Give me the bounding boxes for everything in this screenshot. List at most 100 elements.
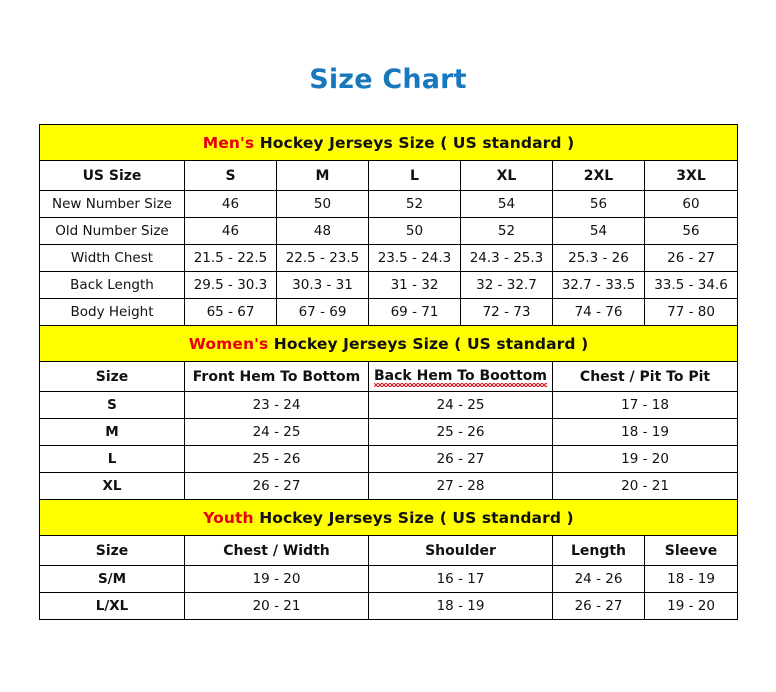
womens-cell-xl-front-hem: 26 - 27: [184, 472, 369, 500]
youth-banner-rest: Hockey Jerseys Size ( US standard ): [253, 508, 574, 527]
youth-row-label-lxl: L/XL: [39, 592, 185, 620]
womens-cell-l-front-hem: 25 - 26: [184, 445, 369, 473]
womens-header-back-hem-misspelled-text: Back Hem To Boottom: [374, 368, 547, 387]
youth-cell-lxl-chest-width: 20 - 21: [184, 592, 369, 620]
womens-cell-m-back-hem: 25 - 26: [368, 418, 553, 446]
mens-cell-new-number-size-2xl: 56: [552, 190, 645, 218]
womens-row-label-s: S: [39, 391, 185, 419]
mens-header-xl: XL: [460, 160, 553, 191]
womens-cell-m-chest: 18 - 19: [551, 418, 739, 446]
mens-cell-body-height-3xl: 77 - 80: [643, 298, 739, 326]
mens-banner-rest: Hockey Jerseys Size ( US standard ): [254, 133, 575, 152]
size-chart-body: Men's Hockey Jerseys Size ( US standard …: [38, 124, 739, 620]
mens-cell-body-height-2xl: 74 - 76: [552, 298, 645, 326]
mens-row-label-back-length: Back Length: [39, 271, 185, 299]
mens-header-us-size: US Size: [39, 160, 185, 191]
mens-cell-new-number-size-s: 46: [184, 190, 277, 218]
youth-cell-sm-sleeve: 18 - 19: [643, 565, 739, 593]
womens-header-front-hem-to-bottom: Front Hem To Bottom: [184, 361, 369, 392]
mens-cell-back-length-m: 30.3 - 31: [276, 271, 369, 299]
mens-row-label-old-number-size: Old Number Size: [39, 217, 185, 245]
table-row: L/XL 20 - 21 18 - 19 26 - 27 19 - 20: [39, 592, 739, 620]
table-row: Back Length 29.5 - 30.3 30.3 - 31 31 - 3…: [39, 271, 739, 299]
womens-header-size: Size: [39, 361, 185, 392]
mens-cell-old-number-size-s: 46: [184, 217, 277, 245]
mens-cell-back-length-xl: 32 - 32.7: [460, 271, 553, 299]
womens-section-banner: Women's Hockey Jerseys Size ( US standar…: [38, 325, 739, 362]
womens-cell-l-back-hem: 26 - 27: [368, 445, 553, 473]
mens-row-label-new-number-size: New Number Size: [39, 190, 185, 218]
mens-header-l: L: [368, 160, 461, 191]
mens-cell-back-length-3xl: 33.5 - 34.6: [643, 271, 739, 299]
mens-section-banner-row: Men's Hockey Jerseys Size ( US standard …: [38, 124, 739, 161]
youth-banner-accent: Youth: [203, 508, 254, 527]
mens-cell-width-chest-xl: 24.3 - 25.3: [460, 244, 553, 272]
mens-header-m: M: [276, 160, 369, 191]
youth-cell-lxl-length: 26 - 27: [552, 592, 645, 620]
youth-header-sleeve: Sleeve: [643, 535, 739, 566]
mens-cell-back-length-2xl: 32.7 - 33.5: [552, 271, 645, 299]
mens-cell-new-number-size-m: 50: [276, 190, 369, 218]
mens-cell-width-chest-l: 23.5 - 24.3: [368, 244, 461, 272]
womens-cell-m-front-hem: 24 - 25: [184, 418, 369, 446]
size-chart-table-wrap: Men's Hockey Jerseys Size ( US standard …: [38, 124, 739, 620]
youth-section-banner: Youth Hockey Jerseys Size ( US standard …: [38, 499, 739, 536]
table-row: M 24 - 25 25 - 26 18 - 19: [39, 418, 739, 446]
womens-row-label-m: M: [39, 418, 185, 446]
mens-cell-body-height-l: 69 - 71: [368, 298, 461, 326]
mens-section-banner: Men's Hockey Jerseys Size ( US standard …: [38, 124, 739, 161]
womens-cell-xl-chest: 20 - 21: [551, 472, 739, 500]
table-row: S/M 19 - 20 16 - 17 24 - 26 18 - 19: [39, 565, 739, 593]
mens-row-label-width-chest: Width Chest: [39, 244, 185, 272]
youth-header-chest-width: Chest / Width: [184, 535, 369, 566]
youth-cell-sm-chest-width: 19 - 20: [184, 565, 369, 593]
youth-header-row: Size Chest / Width Shoulder Length Sleev…: [39, 535, 739, 566]
mens-row-label-body-height: Body Height: [39, 298, 185, 326]
mens-cell-width-chest-s: 21.5 - 22.5: [184, 244, 277, 272]
mens-cell-new-number-size-xl: 54: [460, 190, 553, 218]
womens-section-banner-row: Women's Hockey Jerseys Size ( US standar…: [38, 325, 739, 362]
mens-cell-new-number-size-3xl: 60: [643, 190, 739, 218]
table-row: New Number Size 46 50 52 54 56 60: [39, 190, 739, 218]
womens-cell-xl-back-hem: 27 - 28: [368, 472, 553, 500]
youth-cell-sm-length: 24 - 26: [552, 565, 645, 593]
youth-row-label-sm: S/M: [39, 565, 185, 593]
womens-row-label-xl: XL: [39, 472, 185, 500]
table-row: Width Chest 21.5 - 22.5 22.5 - 23.5 23.5…: [39, 244, 739, 272]
mens-header-s: S: [184, 160, 277, 191]
mens-cell-old-number-size-3xl: 56: [643, 217, 739, 245]
mens-cell-body-height-xl: 72 - 73: [460, 298, 553, 326]
youth-section-banner-row: Youth Hockey Jerseys Size ( US standard …: [38, 499, 739, 536]
mens-header-row: US Size S M L XL 2XL 3XL: [39, 160, 739, 191]
mens-cell-old-number-size-l: 50: [368, 217, 461, 245]
mens-cell-back-length-l: 31 - 32: [368, 271, 461, 299]
mens-cell-back-length-s: 29.5 - 30.3: [184, 271, 277, 299]
womens-header-row: Size Front Hem To Bottom Back Hem To Boo…: [39, 361, 739, 392]
womens-header-back-hem-to-bottom: Back Hem To Boottom: [368, 361, 553, 392]
mens-cell-body-height-s: 65 - 67: [184, 298, 277, 326]
table-row: S 23 - 24 24 - 25 17 - 18: [39, 391, 739, 419]
youth-header-shoulder: Shoulder: [368, 535, 553, 566]
youth-header-size: Size: [39, 535, 185, 566]
page-title: Size Chart: [309, 64, 467, 95]
mens-cell-body-height-m: 67 - 69: [276, 298, 369, 326]
womens-cell-s-back-hem: 24 - 25: [368, 391, 553, 419]
table-row: XL 26 - 27 27 - 28 20 - 21: [39, 472, 739, 500]
womens-cell-l-chest: 19 - 20: [551, 445, 739, 473]
mens-header-3xl: 3XL: [643, 160, 739, 191]
table-row: L 25 - 26 26 - 27 19 - 20: [39, 445, 739, 473]
mens-header-2xl: 2XL: [552, 160, 645, 191]
womens-row-label-l: L: [39, 445, 185, 473]
womens-cell-s-front-hem: 23 - 24: [184, 391, 369, 419]
table-row: Old Number Size 46 48 50 52 54 56: [39, 217, 739, 245]
youth-cell-lxl-shoulder: 18 - 19: [368, 592, 553, 620]
mens-cell-old-number-size-m: 48: [276, 217, 369, 245]
size-chart-table: Men's Hockey Jerseys Size ( US standard …: [38, 124, 739, 620]
womens-header-chest-pit-to-pit: Chest / Pit To Pit: [551, 361, 739, 392]
table-row: Body Height 65 - 67 67 - 69 69 - 71 72 -…: [39, 298, 739, 326]
mens-cell-old-number-size-xl: 52: [460, 217, 553, 245]
mens-banner-accent: Men's: [202, 133, 255, 152]
youth-cell-lxl-sleeve: 19 - 20: [643, 592, 739, 620]
mens-cell-old-number-size-2xl: 54: [552, 217, 645, 245]
